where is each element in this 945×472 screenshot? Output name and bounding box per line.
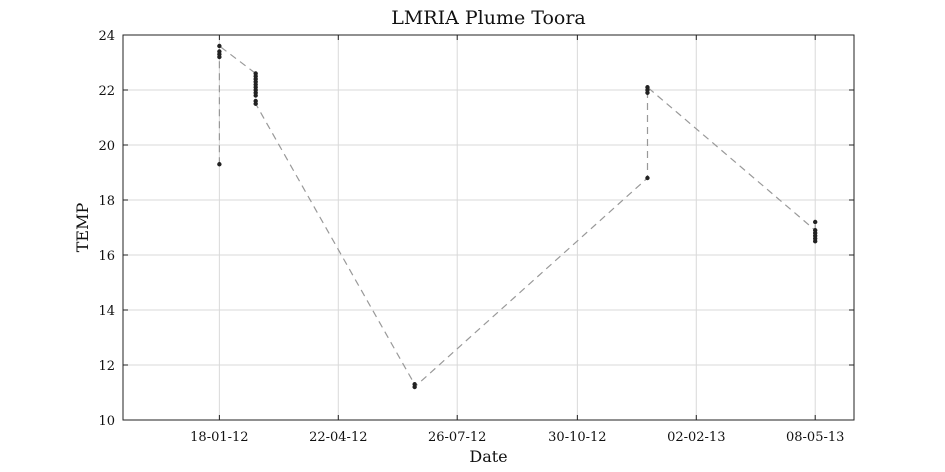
- y-tick-label: 24: [98, 29, 115, 44]
- y-tick-label: 14: [98, 304, 115, 319]
- y-axis-label: TEMP: [73, 203, 92, 253]
- chart-title: LMRIA Plume Toora: [391, 7, 586, 29]
- data-point: [217, 49, 222, 54]
- data-point: [253, 93, 258, 98]
- data-point: [217, 162, 222, 167]
- x-tick-label: 08-05-13: [786, 430, 844, 445]
- x-tick-label: 22-04-12: [309, 430, 367, 445]
- y-axis: 10 12 14 16 18 20 22 24: [98, 29, 854, 429]
- y-tick-label: 22: [98, 84, 115, 99]
- x-axis-label: Date: [469, 447, 507, 466]
- plot-frame: [122, 34, 855, 421]
- x-tick-label: 18-01-12: [190, 430, 248, 445]
- data-point: [217, 43, 222, 49]
- data-point: [412, 384, 417, 390]
- x-tick-label: 02-02-13: [667, 430, 725, 445]
- x-tick-label: 30-10-12: [548, 430, 606, 445]
- y-tick-label: 12: [98, 359, 115, 374]
- x-axis: 18-01-12 22-04-12 26-07-12 30-10-12 02-02-13…: [190, 35, 844, 445]
- plot-background: [123, 35, 854, 420]
- y-tick-label: 18: [98, 194, 115, 209]
- y-tick-label: 10: [98, 414, 115, 429]
- y-tick-label: 20: [98, 139, 115, 154]
- data-point: [645, 85, 650, 90]
- series-layer: [217, 43, 818, 390]
- x-tick-label: 26-07-12: [428, 430, 486, 445]
- data-point: [812, 219, 818, 225]
- y-tick-label: 16: [98, 249, 115, 264]
- data-point: [253, 101, 258, 106]
- data-point: [645, 175, 650, 181]
- data-point: [812, 239, 818, 244]
